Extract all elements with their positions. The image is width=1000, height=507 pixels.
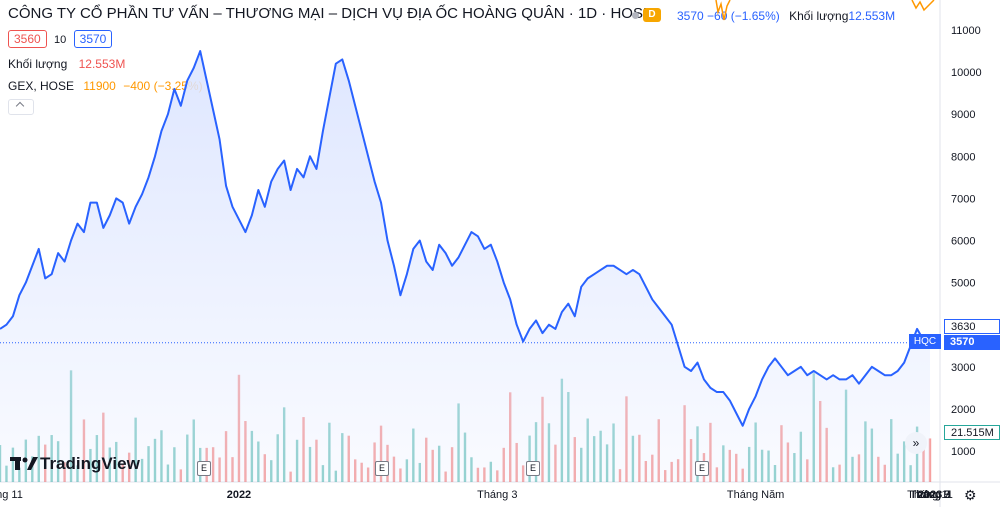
event-marker[interactable]: E: [526, 461, 540, 476]
y-tick-label: 8000: [951, 151, 975, 163]
legend-value: 3570: [677, 9, 704, 23]
x-tick-label: Tháng Năm: [727, 489, 784, 501]
bid-button[interactable]: 3560: [8, 30, 47, 48]
compare-symbol[interactable]: GEX, HOSE: [8, 79, 75, 93]
legend-volume-label: Khối lượng: [789, 9, 849, 23]
price-line: [0, 50, 931, 427]
y-tick-label: 3000: [951, 362, 975, 374]
x-tick-label: Tháng 3: [477, 489, 517, 501]
volume-tag: 21.515M: [944, 425, 1000, 440]
market-status-icon: [632, 12, 639, 19]
collapse-legend-button[interactable]: [8, 99, 34, 115]
x-tick-label: Tháng 9: [910, 489, 950, 501]
tradingview-logo-icon: [10, 457, 38, 470]
gear-icon[interactable]: ⚙: [964, 487, 977, 503]
interval-badge[interactable]: D: [643, 8, 661, 22]
y-tick-label: 9000: [951, 109, 975, 121]
tradingview-logo[interactable]: TradingView: [10, 454, 140, 474]
y-tick-label: 2000: [951, 404, 975, 416]
volume-value: 12.553M: [78, 57, 126, 71]
x-tick-label: 2022: [227, 489, 251, 501]
volume-label: Khối lượng: [8, 57, 68, 71]
y-tick-label: 5000: [951, 278, 975, 290]
compare-row: GEX, HOSE 11900 −400 (−3.25%): [8, 79, 203, 93]
x-tick-label: Tháng 11: [907, 489, 953, 501]
bid-ask-row: 3560 10 3570: [8, 30, 113, 48]
y-tick-label: 6000: [951, 236, 975, 248]
y-tick-label: 11000: [951, 25, 981, 37]
current-price-tag: 3630: [944, 319, 1000, 334]
series-label: HQC: [909, 334, 941, 349]
x-tick-label: Tháng 3: [910, 489, 950, 501]
chart-title: CÔNG TY CỔ PHẦN TƯ VẤN – THƯƠNG MẠI – DỊ…: [8, 5, 653, 22]
legend-volume-value: 12.553M: [848, 9, 896, 23]
price-area: [0, 51, 930, 483]
x-tick-label: Tháng 7: [910, 489, 950, 501]
last-price-tag: 3570: [944, 335, 1000, 350]
y-tick-label: 7000: [951, 193, 975, 205]
compare-value: 11900: [83, 79, 116, 93]
ask-button[interactable]: 3570: [73, 30, 113, 48]
x-tick-label: 2023: [918, 489, 942, 501]
event-marker[interactable]: E: [695, 461, 709, 476]
event-marker[interactable]: E: [375, 461, 389, 476]
tradingview-logo-text: TradingView: [40, 454, 140, 473]
compare-line: [715, 0, 935, 21]
compare-change: −400 (−3.25%): [123, 79, 203, 93]
double-chevron-right-icon[interactable]: »: [905, 432, 927, 454]
y-tick-label: 1000: [951, 446, 975, 458]
event-marker[interactable]: E: [197, 461, 211, 476]
volume-row: Khối lượng 12.553M: [8, 57, 125, 71]
spread-size: 10: [54, 34, 67, 46]
y-tick-label: 10000: [951, 67, 982, 79]
x-tick-label: Tháng 11: [0, 489, 23, 501]
